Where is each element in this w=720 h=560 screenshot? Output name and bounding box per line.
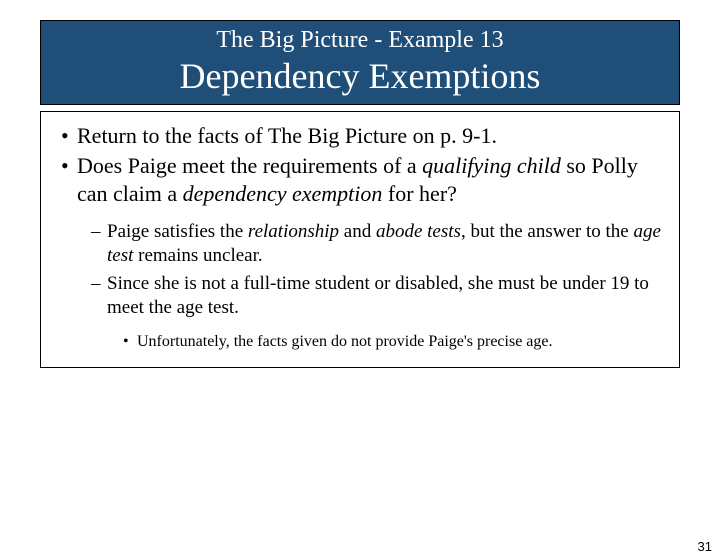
bullet-level2: –Since she is not a full-time student or… — [55, 272, 665, 321]
page-number: 31 — [698, 539, 712, 554]
bullet-level2: –Paige satisfies the relationship and ab… — [55, 220, 665, 269]
bullet-text: Return to the facts of The Big Picture o… — [77, 123, 497, 148]
dash-icon: – — [91, 272, 107, 296]
bullet-level3: •Unfortunately, the facts given do not p… — [55, 332, 665, 353]
bullet-text: Does Paige meet the requirements of a qu… — [77, 153, 638, 206]
bullet-dot-icon: • — [123, 332, 137, 353]
bullet-level1: •Return to the facts of The Big Picture … — [55, 122, 665, 150]
bullet-text: Unfortunately, the facts given do not pr… — [137, 333, 553, 350]
content-box: •Return to the facts of The Big Picture … — [40, 111, 680, 369]
title-header: The Big Picture - Example 13 Dependency … — [40, 20, 680, 105]
bullet-text: Paige satisfies the relationship and abo… — [107, 221, 661, 266]
header-overline: The Big Picture - Example 13 — [41, 25, 679, 56]
dash-icon: – — [91, 220, 107, 244]
bullet-dot-icon: • — [61, 152, 77, 180]
header-title: Dependency Exemptions — [41, 56, 679, 97]
bullet-level1: •Does Paige meet the requirements of a q… — [55, 152, 665, 208]
bullet-dot-icon: • — [61, 122, 77, 150]
bullet-text: Since she is not a full-time student or … — [107, 273, 649, 318]
